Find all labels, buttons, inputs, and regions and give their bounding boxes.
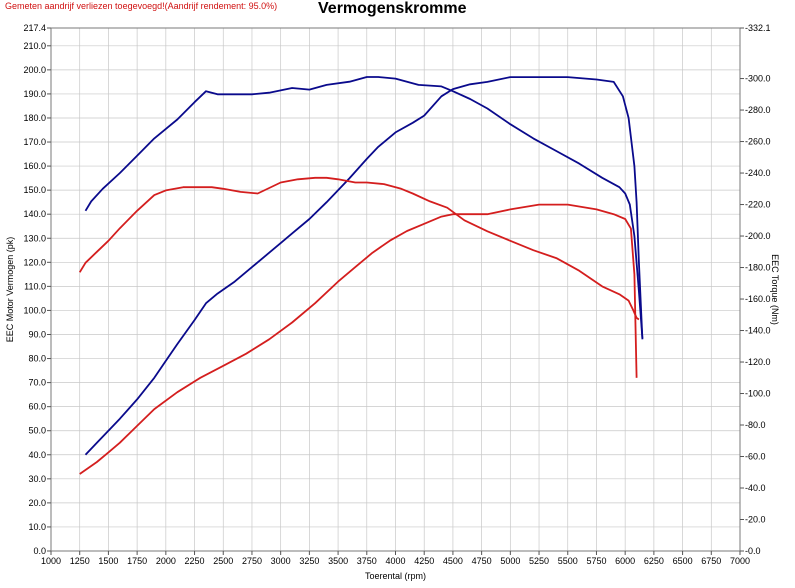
y-tick-label: 50.0 [28,426,46,436]
x-tick-label: 5000 [500,556,520,566]
y-tick-label: 70.0 [28,378,46,388]
grid-lines [50,27,741,552]
x-tick-label: 3000 [271,556,291,566]
x-tick-label: 7000 [730,556,750,566]
y-tick-label: 217.4 [23,23,46,33]
x-tick-label: 4000 [385,556,405,566]
y-tick-label: 210.0 [23,41,46,51]
x-tick-label: 2500 [213,556,233,566]
y-tick-label: 90.0 [28,329,46,339]
x-tick-label: 4500 [443,556,463,566]
x-tick-label: 2750 [242,556,262,566]
y-axis-label: EEC Motor Vermogen (pk) [5,237,15,343]
y-tick-label: 130.0 [23,233,46,243]
power-red-line [79,203,638,475]
y-tick-label: 190.0 [23,89,46,99]
y-tick-label: 170.0 [23,137,46,147]
y-tick-label: 80.0 [28,354,46,364]
x-tick-label: 6250 [644,556,664,566]
y-tick-label: 20.0 [28,498,46,508]
y-tick-label: 30.0 [28,474,46,484]
y2-tick-label: -180.0 [745,263,771,273]
y-tick-labels: 0.0 10.0 20.0 30.0 40.0 50.0 60.0 70.0 80.0 90.0 1… [23,23,51,556]
x-tick-label: 1250 [70,556,90,566]
y2-tick-label: -240.0 [745,168,771,178]
y-tick-label: 200.0 [23,65,46,75]
y2-tick-label: -140.0 [745,326,771,336]
x-tick-label: 5250 [529,556,549,566]
y2-tick-label: -160.0 [745,294,771,304]
y2-axis-label: EEC Torque (Nm) [770,254,780,325]
y2-tick-label: -80.0 [745,420,766,430]
x-tick-label: 1750 [127,556,147,566]
y2-tick-label: -332.1 [745,23,771,33]
torque-red-line [78,176,640,321]
x-tick-label: 4250 [414,556,434,566]
y-tick-label: 160.0 [23,161,46,171]
y-tick-label: 140.0 [23,209,46,219]
y-tick-label: 150.0 [23,185,46,195]
y2-tick-label: -0.0 [745,546,761,556]
x-tick-label: 6000 [615,556,635,566]
y-tick-label: 100.0 [23,305,46,315]
x-tick-label: 4750 [472,556,492,566]
x-tick-label: 5750 [586,556,606,566]
y-tick-label: 0.0 [33,546,46,556]
x-axis-label: Toerental (rpm) [365,571,426,581]
x-tick-labels: 1000 1250 1500 1750 2000 2250 2500 2750 3000 3250… [41,551,750,566]
y2-tick-labels: -0.0 -20.0 -40.0 -60.0 -80.0 -100.0 -120.0 -140… [740,23,771,556]
y-tick-label: 180.0 [23,113,46,123]
x-tick-label: 3250 [299,556,319,566]
y2-tick-label: -260.0 [745,137,771,147]
y-tick-label: 60.0 [28,402,46,412]
x-tick-label: 2250 [185,556,205,566]
y2-tick-label: -100.0 [745,389,771,399]
y-tick-label: 110.0 [24,281,46,291]
x-tick-label: 5500 [558,556,578,566]
x-tick-label: 1000 [41,556,61,566]
y2-tick-label: -200.0 [745,231,771,241]
x-tick-label: 2000 [156,556,176,566]
y2-tick-label: -220.0 [745,200,771,210]
y-tick-label: 120.0 [23,257,46,267]
power-blue-line [84,76,644,456]
y2-tick-label: -280.0 [745,105,771,115]
series-lines [78,76,644,475]
driveline-loss-note: Gemeten aandrijf verliezen toegevoegd!(A… [5,1,278,11]
y2-tick-label: -300.0 [745,74,771,84]
x-tick-label: 3500 [328,556,348,566]
y2-tick-label: -120.0 [745,357,771,367]
x-tick-label: 6750 [701,556,721,566]
x-tick-label: 3750 [357,556,377,566]
chart-title: Vermogenskromme [318,0,467,17]
x-tick-label: 1500 [98,556,118,566]
y2-tick-label: -40.0 [745,483,766,493]
y2-tick-label: -20.0 [745,515,766,525]
y-tick-label: 40.0 [28,450,46,460]
y-tick-label: 10.0 [28,522,46,532]
torque-blue-line [84,76,644,339]
y2-tick-label: -60.0 [745,452,766,462]
x-tick-label: 6500 [673,556,693,566]
